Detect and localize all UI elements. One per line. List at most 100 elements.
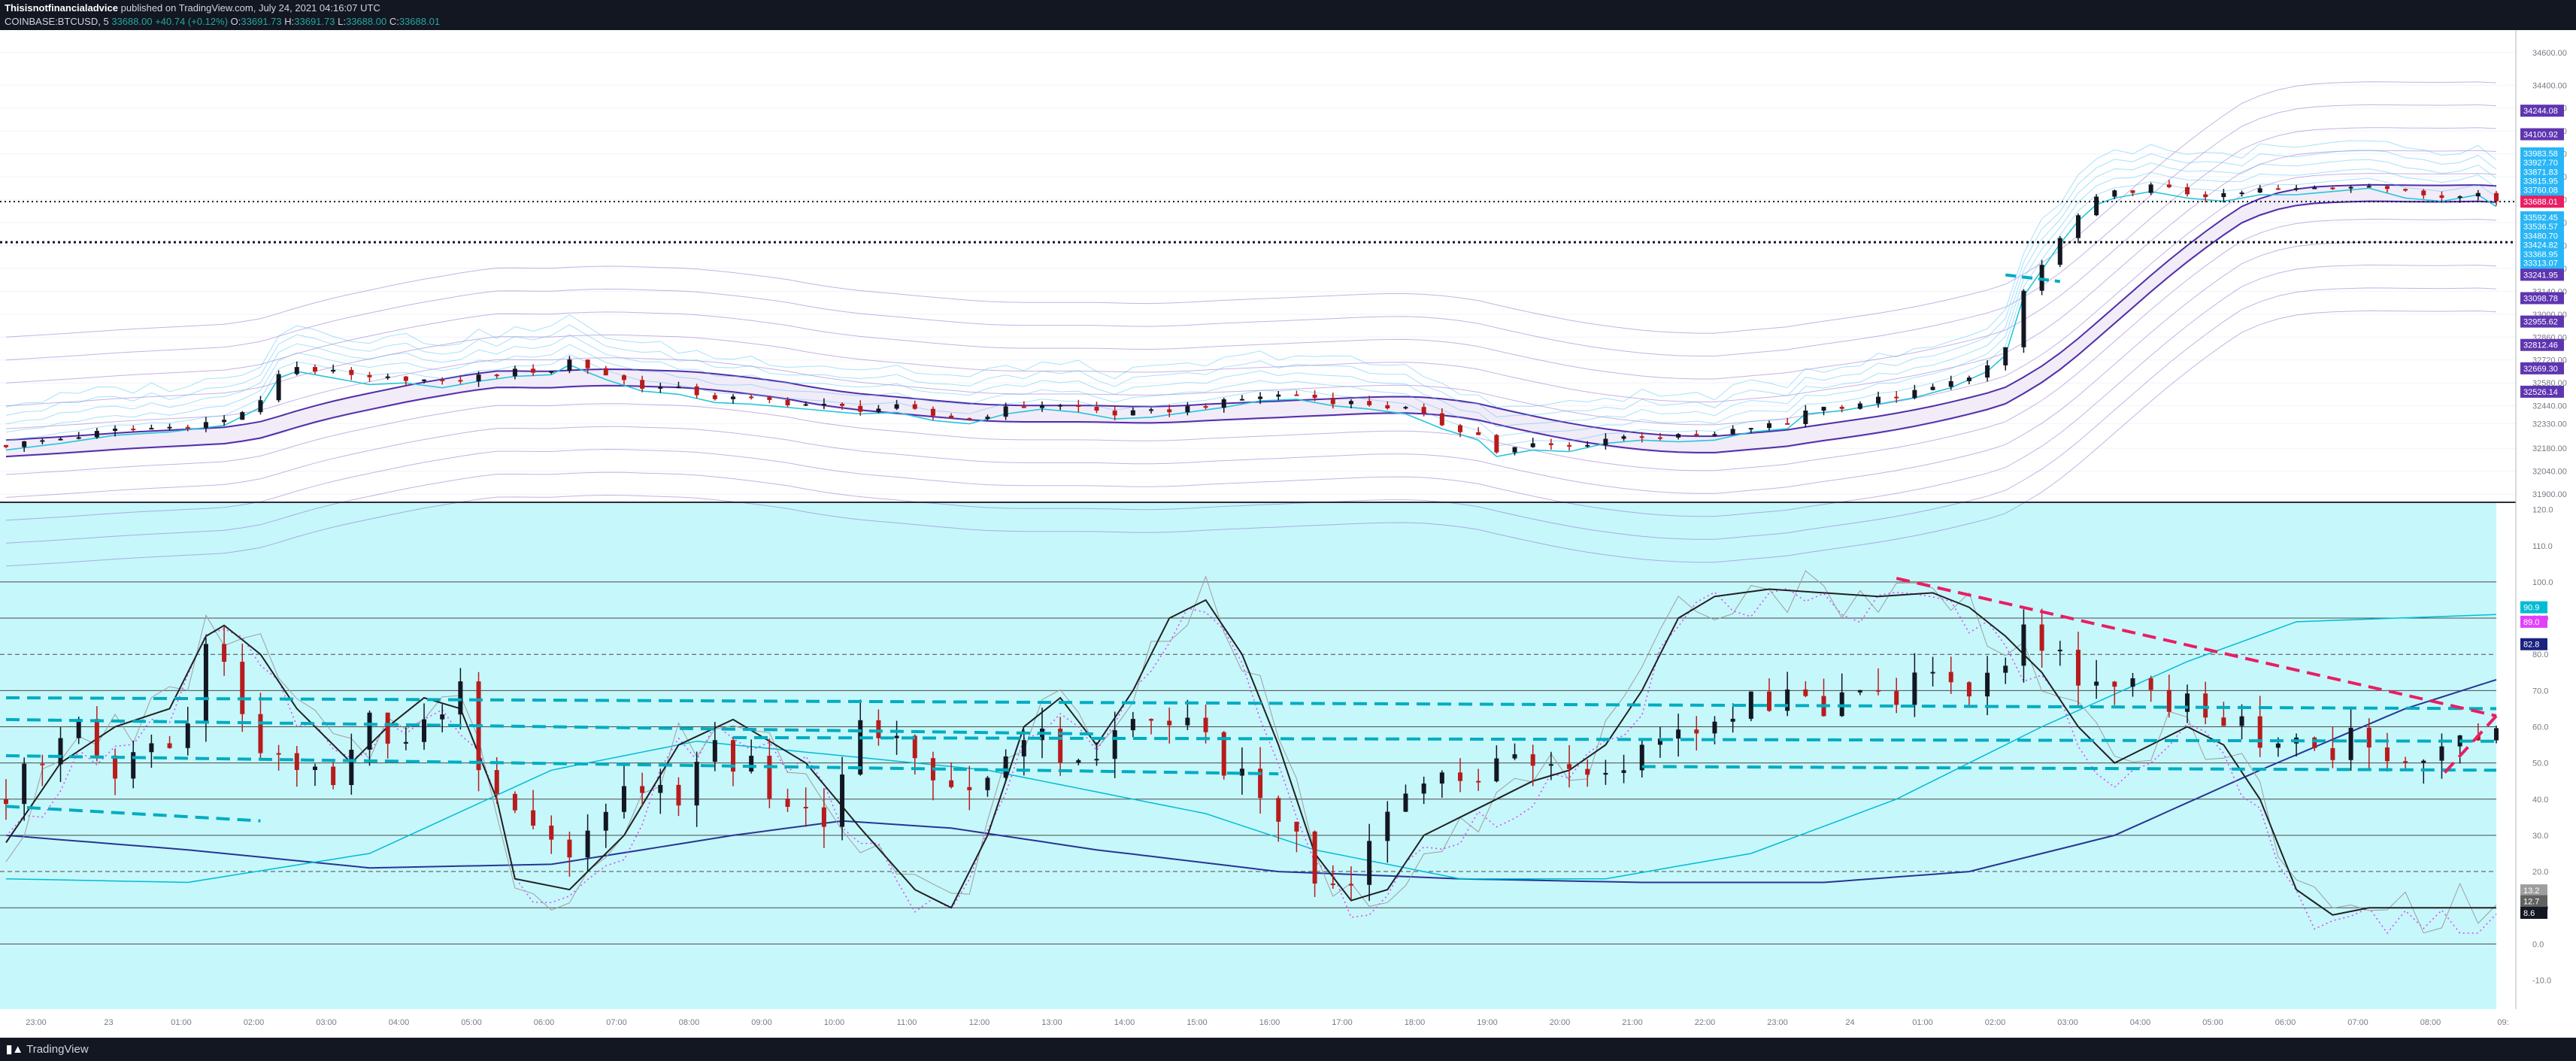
osc-candle-body: [276, 753, 281, 755]
oscillator-candles: [4, 608, 2499, 902]
ohlc-low-label: L:: [338, 16, 346, 27]
candle-body: [2457, 196, 2462, 199]
osc-candle-body: [258, 714, 263, 753]
osc-candle-body: [1221, 732, 1226, 776]
time-tick-label: 06:00: [2275, 1018, 2296, 1027]
candle-body: [1785, 423, 1790, 425]
osc-candle-body: [731, 740, 736, 771]
tv-logo-icon: ▮▲: [6, 1043, 24, 1056]
time-tick-label: 23: [104, 1018, 113, 1027]
osc-candle-body: [131, 752, 136, 779]
symbol-label[interactable]: COINBASE:BTCUSD, 5: [5, 16, 109, 27]
candle-body: [1948, 380, 1953, 387]
time-tick-label: 04:00: [2130, 1018, 2151, 1027]
time-tick-label: 15:00: [1186, 1018, 1208, 1027]
price-label-text: 32955.62: [2523, 318, 2558, 327]
osc-candle-body: [22, 763, 27, 805]
osc-candle-body: [2021, 624, 2026, 666]
osc-candle-body: [422, 719, 427, 742]
pink-trendline: [1896, 577, 2497, 717]
osc-tick-label: -10.0: [2532, 976, 2551, 985]
oscillator-fill: [0, 502, 2496, 1009]
osc-candle-body: [2166, 690, 2171, 712]
price-label-text: 33241.95: [2523, 271, 2558, 280]
osc-candle-body: [349, 750, 354, 786]
osc-candle-body: [2185, 693, 2190, 712]
candle-body: [185, 426, 190, 429]
osc-tick-label: 30.0: [2532, 832, 2548, 841]
osc-candle-body: [749, 756, 754, 771]
osc-candle-body: [712, 740, 717, 762]
candle-body: [258, 400, 263, 413]
price-label-badge: [2520, 256, 2564, 269]
time-scale[interactable]: 23:00 23 01:00 02:00 03:00 04:00 05:00 06:00 07:…: [26, 1018, 2508, 1027]
time-tick-label: 07:00: [606, 1018, 627, 1027]
time-tick-label: 05:00: [2202, 1018, 2223, 1027]
time-tick-label: 01:00: [1912, 1018, 1933, 1027]
time-tick-label: 24: [1845, 1018, 1854, 1027]
candle-body: [1876, 396, 1881, 404]
osc-candle-body: [1494, 758, 1499, 782]
time-tick-label: 09:: [2497, 1018, 2508, 1027]
candle-body: [1149, 409, 1154, 411]
time-tick-label: 21:00: [1622, 1018, 1643, 1027]
price-label-text: 33313.07: [2523, 259, 2558, 268]
candle-body: [949, 415, 954, 419]
osc-label-text: 12.7: [2523, 898, 2539, 907]
osc-candle-body: [40, 763, 45, 765]
candle-body: [1639, 436, 1644, 438]
candle-body: [1185, 406, 1190, 413]
candle-body: [2166, 184, 2171, 187]
osc-candle-body: [694, 762, 699, 806]
osc-candle-body: [1857, 690, 1862, 693]
osc-candle-body: [1748, 691, 1753, 719]
ema-blue-line: [5, 678, 2497, 884]
osc-candle-body: [440, 714, 445, 720]
band-line-blue: [5, 150, 2497, 418]
candle-body: [967, 418, 972, 420]
candle-body: [458, 380, 463, 382]
candle-body: [22, 441, 27, 447]
time-tick-label: 08:00: [679, 1018, 700, 1027]
osc-candle-body: [385, 712, 390, 744]
tradingview-logo[interactable]: ▮▲ TradingView: [6, 1042, 89, 1056]
candle-body: [2003, 347, 2008, 365]
bollinger-bands: [5, 81, 2497, 567]
cyan-trendline: [1641, 765, 2497, 772]
candle-body: [2494, 192, 2499, 202]
price-label-badge: [2520, 196, 2564, 208]
time-tick-label: 08:00: [2420, 1018, 2441, 1027]
author-name[interactable]: Thisisnotfinancialadvice: [5, 2, 118, 14]
osc-candle-body: [803, 807, 808, 809]
chart-canvas[interactable]: BTCUSD 34600.0034400.0034260.0034120.003…: [0, 30, 2576, 1038]
price-tick-label: 32180.00: [2532, 444, 2567, 453]
candle-body: [1712, 434, 1717, 436]
candle-body: [821, 403, 826, 405]
price-label-badge: [2520, 165, 2564, 178]
osc-candle-body: [1948, 671, 1953, 683]
candle-body: [1476, 432, 1481, 435]
osc-candle-body: [1203, 717, 1208, 732]
candle-body: [1748, 428, 1753, 430]
osc-candle-body: [1367, 841, 1372, 885]
candle-body: [840, 403, 845, 406]
osc-candle-body: [1458, 772, 1463, 781]
time-tick-label: 22:00: [1695, 1018, 1716, 1027]
candle-body: [1239, 399, 1244, 401]
osc-candle-body: [203, 644, 208, 724]
candle-body: [1657, 437, 1662, 439]
candle-body: [294, 367, 299, 374]
osc-candle-body: [1894, 691, 1899, 705]
osc-candle-body: [185, 723, 190, 748]
band-line-purple: [5, 241, 2497, 498]
price-tick-label: 31900.00: [2532, 490, 2567, 499]
osc-candle-body: [2330, 747, 2335, 760]
candle-body: [676, 386, 681, 388]
candle-body: [2021, 290, 2026, 347]
candle-body: [1039, 405, 1044, 408]
osc-candle-body: [658, 784, 663, 793]
osc-candle-body: [2112, 681, 2117, 687]
price-scale[interactable]: 34600.0034400.0034260.0034120.0033980.00…: [2520, 49, 2567, 986]
ohlc-close: 33688.01: [399, 16, 441, 27]
price-label-text: 33927.70: [2523, 159, 2558, 168]
